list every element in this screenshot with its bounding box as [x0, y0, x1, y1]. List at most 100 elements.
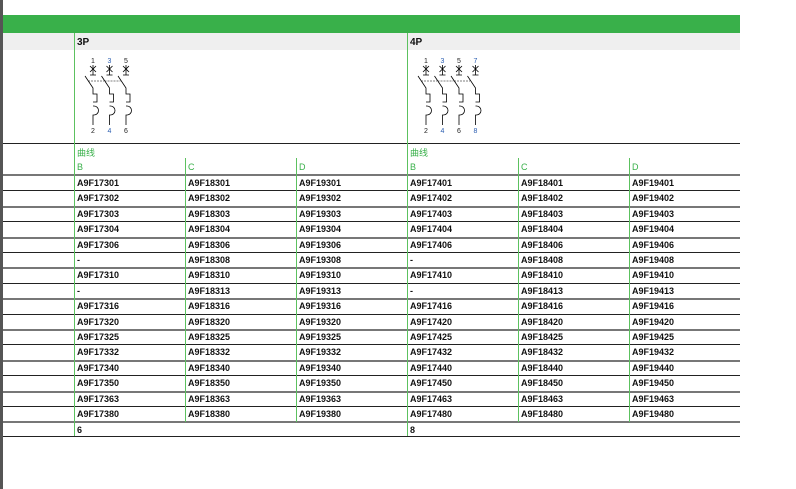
curve-header-b: B [77, 162, 84, 172]
terminal-number-bottom: 2 [424, 128, 428, 135]
part-number: A9F19420 [632, 316, 675, 327]
part-number: A9F18304 [188, 224, 231, 235]
part-number: A9F18303 [188, 208, 231, 219]
curve-label: 曲线 [410, 148, 429, 158]
part-number: A9F17320 [77, 316, 120, 327]
part-number: A9F19325 [299, 332, 342, 342]
part-number: A9F18403 [521, 208, 564, 219]
curve-header-d: D [632, 162, 639, 172]
part-number: A9F17404 [410, 224, 453, 235]
footer-value: 6 [77, 425, 83, 435]
part-number: A9F17340 [77, 362, 120, 373]
part-number: A9F19310 [299, 270, 342, 281]
part-number: A9F17363 [77, 393, 120, 404]
curve-header-d: D [299, 162, 306, 172]
part-number: A9F17304 [77, 224, 120, 235]
part-number: A9F19463 [632, 393, 675, 404]
part-number: A9F18413 [521, 285, 564, 296]
part-number: A9F18301 [188, 178, 231, 188]
part-number: A9F19380 [299, 409, 342, 419]
part-number: A9F19313 [299, 285, 342, 296]
part-number: A9F18463 [521, 393, 564, 404]
part-number: A9F18402 [521, 193, 564, 204]
pole-label: 4P [410, 37, 423, 48]
part-number: A9F18425 [521, 332, 564, 342]
terminal-number-top: 7 [473, 58, 478, 65]
divider [3, 143, 740, 144]
part-number: - [77, 255, 80, 265]
row-divider [3, 375, 740, 377]
terminal-number-top: 5 [124, 58, 128, 65]
part-number: A9F19332 [299, 347, 342, 358]
part-number: A9F17302 [77, 193, 120, 204]
part-number: A9F19440 [632, 362, 675, 373]
part-number: A9F18310 [188, 270, 231, 281]
row-divider [3, 421, 740, 424]
part-number: A9F19432 [632, 347, 675, 358]
subcolumn-divider [185, 158, 186, 423]
part-number: A9F17402 [410, 193, 453, 204]
curve-header-c: C [188, 162, 195, 172]
part-number: A9F17425 [410, 332, 453, 342]
row-divider [3, 267, 740, 270]
part-number: A9F17380 [77, 409, 120, 419]
part-number: A9F19401 [632, 178, 675, 188]
divider [3, 436, 740, 437]
circuit-breaker-diagram [417, 65, 482, 125]
part-number: A9F18380 [188, 409, 231, 419]
part-number: A9F18325 [188, 332, 231, 342]
part-number: A9F17432 [410, 347, 453, 358]
subcolumn-divider [629, 158, 630, 423]
column-divider [74, 33, 75, 436]
part-number: A9F19404 [632, 224, 675, 235]
part-number: A9F18410 [521, 270, 564, 281]
part-number: A9F19340 [299, 362, 342, 373]
curve-label: 曲线 [77, 148, 96, 158]
part-number: A9F18420 [521, 316, 564, 327]
part-number: A9F17316 [77, 301, 120, 312]
divider [3, 174, 740, 176]
part-number: A9F17410 [410, 270, 453, 281]
part-number: A9F17350 [77, 378, 120, 389]
row-divider [3, 190, 740, 192]
terminal-number-bottom: 2 [91, 128, 95, 135]
part-number: A9F18450 [521, 378, 564, 389]
part-number: A9F17332 [77, 347, 120, 358]
terminal-number-top: 1 [91, 58, 95, 65]
part-number: A9F17325 [77, 332, 120, 342]
part-number: - [410, 255, 413, 265]
part-number: A9F19450 [632, 378, 675, 389]
part-number: A9F19363 [299, 393, 342, 404]
part-number: A9F19410 [632, 270, 675, 281]
part-number: A9F19350 [299, 378, 342, 389]
part-number: A9F18306 [188, 239, 231, 250]
part-number: A9F19308 [299, 255, 342, 265]
row-divider [3, 252, 740, 253]
part-number: A9F17401 [410, 178, 453, 188]
part-number: A9F18440 [521, 362, 564, 373]
row-divider [3, 359, 740, 362]
curve-header-c: C [521, 162, 528, 172]
part-number: A9F17406 [410, 239, 453, 250]
terminal-number-bottom: 4 [440, 128, 445, 135]
part-number: A9F18480 [521, 409, 564, 419]
row-divider [3, 329, 740, 331]
row-divider [3, 313, 740, 315]
part-number: A9F17403 [410, 208, 453, 219]
part-number: A9F18404 [521, 224, 564, 235]
footer-value: 8 [410, 425, 416, 435]
part-number: A9F18340 [188, 362, 231, 373]
part-number: A9F19302 [299, 193, 342, 204]
subcolumn-divider [518, 158, 519, 423]
part-number: A9F18406 [521, 239, 564, 250]
green-title-bar [3, 15, 740, 33]
row-divider [3, 344, 740, 346]
part-number: A9F18350 [188, 378, 231, 389]
part-number: A9F18363 [188, 393, 231, 404]
part-number: A9F19406 [632, 239, 675, 250]
part-number: A9F18316 [188, 301, 231, 312]
terminal-number-top: 3 [440, 58, 445, 65]
part-number: A9F17303 [77, 208, 120, 219]
part-number: A9F19301 [299, 178, 342, 188]
terminal-number-bottom: 8 [473, 128, 478, 135]
